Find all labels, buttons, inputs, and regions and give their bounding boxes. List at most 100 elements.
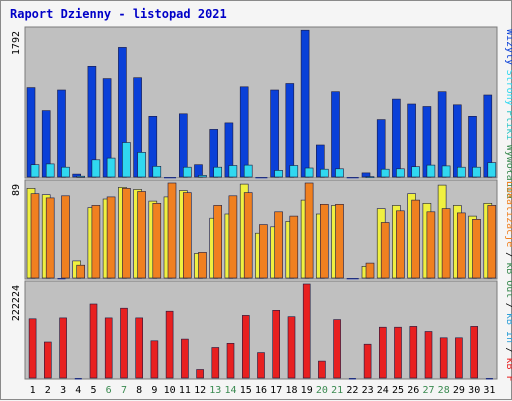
bar-bottom-kb_f-1 — [28, 318, 37, 379]
bar-middle-kb_in-24 — [380, 222, 390, 279]
day-label-23: 23 — [362, 385, 374, 396]
bar-middle-kb_in-22 — [350, 278, 359, 280]
bar-bottom-kb_f-9 — [150, 340, 159, 379]
bar-middle-kb_in-15 — [243, 192, 253, 279]
bar-middle-kb_in-18 — [289, 215, 299, 279]
day-label-2: 2 — [45, 385, 51, 396]
ymax-label-top: 1792 — [11, 31, 22, 55]
bar-bottom-kb_f-13 — [211, 347, 220, 379]
bar-middle-kb_in-30 — [472, 219, 481, 279]
day-label-29: 29 — [453, 385, 465, 396]
bar-bottom-kb_f-7 — [120, 307, 128, 379]
bar-top-pages-16 — [259, 177, 268, 179]
bar-bottom-kb_f-25 — [394, 326, 402, 379]
bar-bottom-kb_f-2 — [43, 341, 52, 379]
bar-top-visits-19 — [300, 29, 310, 178]
bar-middle-kb_in-13 — [213, 205, 222, 279]
mid-legend-item-2: kB Out — [504, 262, 512, 298]
bar-bottom-kb_f-11 — [181, 338, 189, 379]
bar-middle-kb_in-8 — [137, 191, 146, 279]
day-label-7: 7 — [121, 385, 127, 396]
bar-top-pages-21 — [335, 168, 344, 178]
bar-top-visits-21 — [331, 91, 340, 178]
day-label-12: 12 — [194, 385, 206, 396]
day-label-6: 6 — [106, 385, 112, 396]
day-label-26: 26 — [407, 385, 419, 396]
bar-top-pages-7 — [122, 142, 131, 178]
bar-top-pages-4 — [76, 175, 85, 178]
day-label-13: 13 — [209, 385, 221, 396]
bar-top-pages-6 — [106, 157, 116, 178]
bar-bottom-kb_f-12 — [196, 369, 204, 379]
day-label-20: 20 — [316, 385, 328, 396]
bar-middle-kb_in-2 — [45, 197, 55, 279]
bar-bottom-kb_f-16 — [257, 352, 265, 379]
bar-middle-kb_in-17 — [274, 211, 283, 279]
mid-legend-item-3: / — [504, 303, 512, 309]
bar-top-visits-18 — [285, 83, 295, 178]
bar-top-visits-15 — [239, 86, 249, 178]
bar-top-pages-15 — [243, 164, 253, 178]
bar-top-pages-12 — [198, 175, 207, 178]
bar-bottom-kb_f-20 — [318, 360, 326, 379]
bar-bottom-kb_f-19 — [302, 283, 311, 379]
bar-middle-kb_in-29 — [456, 212, 466, 279]
day-label-1: 1 — [30, 385, 36, 396]
bar-middle-kb_in-3 — [61, 195, 70, 279]
bar-bottom-kb_f-10 — [165, 310, 174, 379]
day-label-11: 11 — [179, 385, 191, 396]
bar-middle-kb_in-7 — [122, 188, 131, 279]
bar-bottom-kb_f-28 — [439, 337, 448, 379]
ymax-label-bottom: 222224 — [11, 285, 22, 321]
top-legend-item-0: Wizyty — [504, 29, 512, 65]
bar-middle-kb_in-23 — [365, 262, 375, 279]
bar-top-pages-20 — [319, 168, 329, 178]
day-axis: 1 2 3 4 5 6 7 8 9 10 11 12 13 14 15 16 17 18 19 20 21 22 23 24 2… — [30, 385, 496, 396]
bar-middle-kb_in-11 — [183, 192, 192, 279]
bar-top-visits-28 — [437, 91, 447, 178]
day-label-16: 16 — [255, 385, 267, 396]
bar-bottom-kb_f-29 — [455, 337, 463, 379]
bar-bottom-kb_f-5 — [89, 303, 98, 379]
bar-top-visits-29 — [452, 104, 462, 178]
bar-top-pages-25 — [396, 168, 405, 178]
mid-legend-item-4: kB In — [504, 313, 512, 343]
day-label-10: 10 — [164, 385, 176, 396]
bar-middle-kb_in-1 — [30, 193, 40, 279]
day-label-5: 5 — [90, 385, 96, 396]
bar-middle-kb_in-4 — [76, 264, 85, 279]
bar-bottom-kb_f-21 — [333, 319, 341, 379]
bar-top-pages-3 — [61, 166, 70, 178]
bar-bottom-kb_f-4 — [74, 378, 82, 380]
day-label-3: 3 — [60, 385, 66, 396]
bar-middle-kb_in-21 — [335, 204, 344, 279]
day-label-28: 28 — [438, 385, 450, 396]
bar-bottom-kb_f-22 — [348, 378, 356, 380]
top-legend-item-3: Wywołania — [504, 145, 512, 199]
bar-middle-kb_in-14 — [228, 195, 238, 279]
bar-middle-kb_in-31 — [487, 205, 497, 279]
day-label-8: 8 — [136, 385, 142, 396]
bar-middle-kb_in-10 — [167, 182, 177, 279]
bar-bottom-kb_f-26 — [409, 326, 418, 379]
bar-top-pages-23 — [365, 176, 375, 178]
day-label-14: 14 — [224, 385, 236, 396]
bar-middle-kb_in-27 — [426, 211, 436, 279]
bar-middle-kb_in-9 — [152, 203, 162, 279]
bar-top-pages-24 — [380, 168, 390, 178]
day-label-21: 21 — [331, 385, 343, 396]
chart-panels: 1792 89 222224 — [11, 26, 498, 380]
bar-top-pages-29 — [456, 166, 466, 178]
bar-bottom-kb_f-15 — [242, 315, 250, 379]
bar-top-pages-2 — [45, 163, 55, 178]
bar-top-pages-8 — [137, 152, 146, 178]
top-legend-item-1: Strony — [504, 70, 512, 106]
bar-top-pages-14 — [228, 165, 238, 178]
bar-top-pages-5 — [91, 159, 101, 178]
bar-top-pages-27 — [426, 164, 436, 178]
bar-top-pages-19 — [304, 167, 314, 178]
bar-top-pages-9 — [152, 166, 162, 178]
